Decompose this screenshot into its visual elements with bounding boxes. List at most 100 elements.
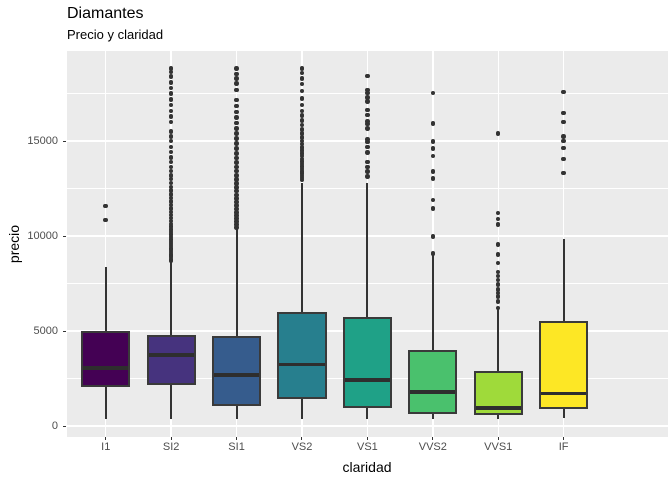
outlier-dot bbox=[234, 120, 239, 126]
outlier-dot bbox=[168, 102, 174, 108]
outlier-dot bbox=[168, 85, 174, 91]
outlier-dot bbox=[561, 138, 566, 144]
outlier-dot bbox=[365, 107, 370, 113]
outlier-dot bbox=[365, 164, 370, 170]
outlier-dot bbox=[299, 145, 305, 150]
outlier-dot bbox=[234, 199, 239, 205]
y-tick-label-0: 0 bbox=[51, 420, 58, 432]
x-tick-mark bbox=[170, 437, 172, 441]
outlier-dot bbox=[168, 195, 174, 201]
outlier-dot bbox=[168, 237, 174, 242]
outlier-dot bbox=[168, 234, 174, 240]
whisker-upper-VS1 bbox=[366, 183, 369, 317]
outlier-dot bbox=[234, 87, 239, 93]
median-I1 bbox=[83, 366, 129, 370]
outlier-dot bbox=[234, 136, 239, 141]
outlier-dot bbox=[234, 164, 239, 170]
outlier-dot bbox=[168, 74, 174, 79]
outlier-dot bbox=[234, 177, 239, 182]
outlier-dot bbox=[495, 242, 501, 247]
outlier-dot bbox=[168, 138, 174, 144]
y-tick-label-5000: 5000 bbox=[33, 325, 58, 338]
outlier-dot bbox=[495, 210, 501, 216]
outlier-dot bbox=[234, 76, 239, 81]
outlier-dot bbox=[168, 221, 174, 227]
outlier-dot bbox=[168, 249, 174, 255]
outlier-dot bbox=[299, 66, 305, 71]
outlier-dot bbox=[495, 269, 501, 275]
outlier-dot bbox=[299, 177, 305, 183]
outlier-dot bbox=[234, 206, 239, 212]
outlier-dot bbox=[234, 181, 239, 186]
whisker-upper-SI1 bbox=[235, 228, 238, 336]
outlier-dot bbox=[168, 243, 174, 249]
outlier-dot bbox=[168, 66, 174, 71]
whisker-lower-VVS1 bbox=[497, 414, 500, 419]
x-tick-mark bbox=[432, 437, 434, 441]
outlier-dot bbox=[234, 160, 239, 165]
outlier-dot bbox=[365, 139, 370, 145]
outlier-dot bbox=[495, 305, 501, 311]
whisker-lower-IF bbox=[562, 409, 565, 418]
outlier-dot bbox=[168, 232, 174, 237]
x-tick-mark bbox=[497, 437, 499, 441]
outlier-dot bbox=[495, 290, 501, 296]
y-tick-mark bbox=[63, 235, 67, 237]
outlier-dot bbox=[168, 229, 174, 235]
outlier-dot bbox=[168, 129, 174, 134]
outlier-dot bbox=[234, 131, 239, 136]
outlier-dot bbox=[299, 96, 305, 101]
outlier-dot bbox=[168, 246, 174, 251]
outlier-dot bbox=[430, 121, 436, 126]
outlier-dot bbox=[168, 215, 174, 221]
outlier-dot bbox=[168, 173, 174, 178]
outlier-dot bbox=[561, 110, 566, 116]
chart-subtitle: Precio y claridad bbox=[67, 27, 164, 42]
whisker-upper-VVS1 bbox=[497, 306, 500, 371]
outlier-dot bbox=[234, 155, 239, 161]
outlier-dot bbox=[103, 217, 108, 223]
outlier-dot bbox=[299, 166, 305, 172]
median-VS1 bbox=[344, 378, 390, 382]
outlier-dot bbox=[299, 76, 305, 81]
outlier-dot bbox=[234, 225, 239, 230]
outlier-dot bbox=[299, 70, 305, 76]
outlier-dot bbox=[495, 294, 501, 299]
outlier-dot bbox=[168, 91, 174, 96]
outlier-dot bbox=[234, 213, 239, 218]
outlier-dot bbox=[365, 159, 370, 165]
outlier-dot bbox=[299, 135, 305, 140]
outlier-dot bbox=[168, 149, 174, 155]
box-VS1 bbox=[342, 316, 392, 409]
outlier-dot bbox=[495, 216, 501, 222]
outlier-dot bbox=[495, 222, 501, 227]
outlier-dot bbox=[168, 241, 174, 247]
whisker-lower-SI2 bbox=[170, 384, 173, 420]
outlier-dot bbox=[299, 171, 305, 176]
outlier-dot bbox=[365, 174, 370, 179]
whisker-lower-VS2 bbox=[300, 399, 303, 420]
outlier-dot bbox=[299, 108, 305, 114]
median-VVS1 bbox=[475, 406, 521, 410]
x-tick-mark bbox=[366, 437, 368, 441]
outlier-dot bbox=[365, 144, 370, 150]
outlier-dot bbox=[168, 180, 174, 186]
outlier-dot bbox=[168, 218, 174, 224]
outlier-dot bbox=[365, 150, 370, 155]
outlier-dot bbox=[168, 224, 174, 229]
outlier-dot bbox=[234, 222, 239, 227]
box-VVS2 bbox=[408, 349, 458, 415]
y-tick-mark bbox=[63, 140, 67, 142]
chart-title: Diamantes bbox=[67, 5, 144, 22]
outlier-dot bbox=[561, 89, 566, 95]
median-IF bbox=[541, 391, 587, 396]
outlier-dot bbox=[430, 139, 436, 144]
whisker-lower-VVS2 bbox=[431, 414, 434, 419]
outlier-dot bbox=[234, 173, 239, 178]
outlier-dot bbox=[561, 170, 566, 176]
whisker-upper-SI2 bbox=[170, 261, 173, 336]
outlier-dot bbox=[168, 176, 174, 182]
outlier-dot bbox=[299, 159, 305, 164]
outlier-dot bbox=[561, 156, 566, 162]
outlier-dot bbox=[168, 212, 174, 218]
